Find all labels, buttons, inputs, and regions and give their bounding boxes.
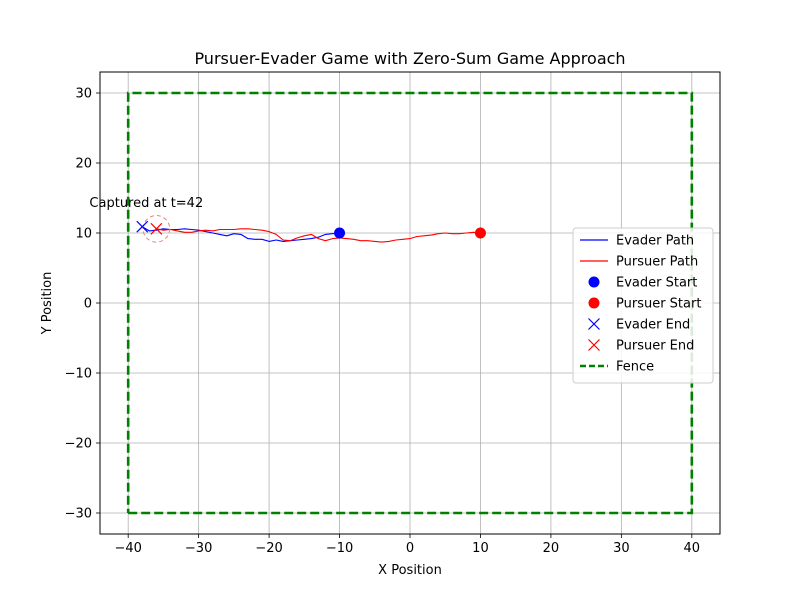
legend-item-pursuer-path: Pursuer Path (580, 255, 698, 270)
y-tick-label: −30 (65, 507, 92, 522)
legend-label: Pursuer Path (616, 255, 698, 270)
capture-circle (142, 215, 171, 243)
x-tick-label: −20 (255, 541, 282, 556)
pursuer-path-line (156, 228, 481, 243)
evader-path-line (141, 226, 340, 242)
x-axis-ticks: −40 −30 −20 −10 0 10 20 30 40 (114, 534, 700, 556)
pursuer-end-marker (150, 222, 163, 235)
legend-item-evader-path: Evader Path (580, 234, 694, 249)
legend-item-pursuer-start: Pursuer Start (588, 297, 701, 312)
x-tick-label: 20 (543, 541, 560, 556)
x-tick-label: −30 (185, 541, 212, 556)
x-axis-label: X Position (378, 563, 442, 578)
legend-swatch (588, 297, 600, 309)
legend-frame (572, 227, 714, 384)
legend-item-evader-start: Evader Start (588, 276, 697, 291)
legend-label: Pursuer End (616, 339, 694, 354)
legend-swatch (588, 339, 600, 351)
x-tick-label: 0 (406, 541, 414, 556)
y-tick-label: 0 (84, 297, 92, 312)
x-tick-label: −10 (326, 541, 353, 556)
y-tick-label: 30 (75, 87, 92, 102)
legend-label: Evader End (616, 318, 690, 333)
y-tick-label: −20 (65, 437, 92, 452)
y-tick-label: −10 (65, 367, 92, 382)
series-layer (126, 91, 694, 515)
legend-label: Pursuer Start (616, 297, 701, 312)
legend-label: Fence (616, 360, 654, 375)
legend-item-evader-end: Evader End (588, 318, 690, 333)
legend-item-fence: Fence (580, 360, 654, 375)
chart-title: Pursuer-Evader Game with Zero-Sum Game A… (194, 49, 625, 68)
y-tick-label: 10 (75, 227, 92, 242)
x-tick-label: 40 (684, 541, 701, 556)
fence-line (126, 91, 694, 515)
legend-label: Evader Path (616, 234, 694, 249)
legend-swatch (588, 318, 600, 330)
pursuer-start-marker (474, 227, 486, 239)
x-tick-label: −40 (114, 541, 141, 556)
legend-item-pursuer-end: Pursuer End (588, 339, 694, 354)
legend-swatch (588, 276, 600, 288)
legend-label: Evader Start (616, 276, 697, 291)
y-axis-label: Y Position (40, 272, 55, 336)
evader-start-marker (334, 227, 346, 239)
y-axis-ticks: −30 −20 −10 0 10 20 30 (65, 87, 100, 522)
x-tick-label: 10 (472, 541, 489, 556)
y-tick-label: 20 (75, 157, 92, 172)
x-tick-label: 30 (613, 541, 630, 556)
legend: Evader Path Pursuer Path Evader Start Pursu… (572, 227, 714, 384)
evader-end-marker (136, 220, 149, 233)
capture-annotation: Captured at t=42 (89, 196, 203, 211)
